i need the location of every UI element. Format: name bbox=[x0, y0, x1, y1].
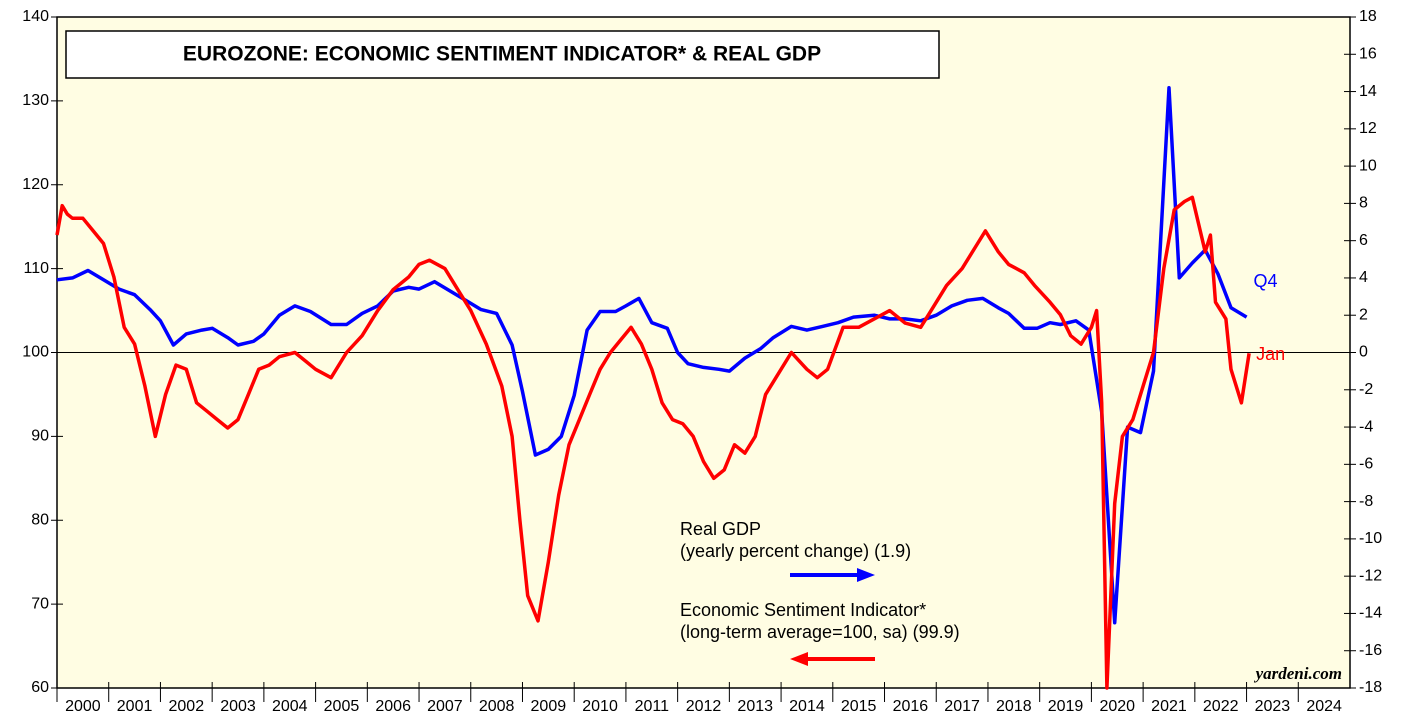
y2-tick-label: -2 bbox=[1359, 381, 1373, 398]
x-tick-label: 2024 bbox=[1306, 698, 1342, 715]
x-tick-label: 2015 bbox=[841, 698, 877, 715]
y2-tick-label: -14 bbox=[1359, 605, 1382, 622]
x-tick-label: 2007 bbox=[427, 698, 463, 715]
y-tick-label: 100 bbox=[22, 344, 49, 361]
legend-label: (long-term average=100, sa) (99.9) bbox=[680, 622, 960, 642]
y2-tick-label: 4 bbox=[1359, 269, 1368, 286]
title-box bbox=[65, 30, 940, 79]
y2-tick-label: -4 bbox=[1359, 418, 1373, 435]
y2-tick-label: -16 bbox=[1359, 642, 1382, 659]
x-tick-label: 2004 bbox=[272, 698, 308, 715]
x-tick-label: 2021 bbox=[1151, 698, 1187, 715]
y-tick-label: 110 bbox=[23, 260, 49, 277]
series-line bbox=[56, 86, 1248, 625]
y2-tick-label: -8 bbox=[1359, 493, 1373, 510]
y2-tick-label: 0 bbox=[1359, 344, 1368, 361]
y2-tick-label: 8 bbox=[1359, 195, 1368, 212]
y-tick-label: 70 bbox=[31, 595, 49, 612]
y2-tick-label: -10 bbox=[1359, 530, 1382, 547]
y2-tick-label: -6 bbox=[1359, 456, 1373, 473]
x-tick-label: 2005 bbox=[324, 698, 360, 715]
y-tick-label: 140 bbox=[22, 8, 49, 25]
y2-tick-label: -12 bbox=[1359, 567, 1382, 584]
y-tick-label: 130 bbox=[22, 92, 49, 109]
x-tick-label: 2002 bbox=[169, 698, 205, 715]
x-tick-label: 2020 bbox=[1099, 698, 1135, 715]
y-tick-label: 80 bbox=[31, 511, 49, 528]
chart-title: EUROZONE: ECONOMIC SENTIMENT INDICATOR* … bbox=[183, 43, 821, 66]
x-tick-label: 2017 bbox=[944, 698, 980, 715]
x-tick-label: 2014 bbox=[789, 698, 825, 715]
end-label: Q4 bbox=[1254, 271, 1278, 291]
x-tick-label: 2022 bbox=[1203, 698, 1239, 715]
x-tick-label: 2012 bbox=[686, 698, 722, 715]
y2-tick-label: 14 bbox=[1359, 83, 1377, 100]
x-tick-label: 2010 bbox=[582, 698, 618, 715]
y-tick-label: 120 bbox=[22, 176, 49, 193]
legend-name: Real GDP bbox=[680, 519, 761, 539]
y-tick-label: 90 bbox=[31, 428, 49, 445]
legend-arrowhead bbox=[857, 568, 875, 582]
x-tick-label: 2023 bbox=[1255, 698, 1291, 715]
y2-tick-label: 2 bbox=[1359, 306, 1368, 323]
x-tick-label: 2013 bbox=[737, 698, 773, 715]
y2-tick-label: 18 bbox=[1359, 8, 1377, 25]
x-tick-label: 2003 bbox=[220, 698, 256, 715]
legend-label: (yearly percent change) (1.9) bbox=[680, 541, 911, 561]
x-tick-label: 2000 bbox=[65, 698, 101, 715]
end-label: Jan bbox=[1256, 344, 1285, 364]
y2-tick-label: 16 bbox=[1359, 45, 1377, 62]
source: yardeni.com bbox=[1254, 664, 1342, 683]
y2-tick-label: 12 bbox=[1359, 120, 1377, 137]
y-tick-label: 60 bbox=[31, 679, 49, 696]
x-tick-label: 2001 bbox=[117, 698, 153, 715]
y2-tick-label: -18 bbox=[1359, 679, 1382, 696]
x-tick-label: 2011 bbox=[635, 698, 670, 715]
legend-name: Economic Sentiment Indicator* bbox=[680, 600, 926, 620]
x-tick-label: 2018 bbox=[996, 698, 1032, 715]
y2-tick-label: 6 bbox=[1359, 232, 1368, 249]
series-line bbox=[55, 195, 1251, 690]
x-tick-label: 2009 bbox=[531, 698, 567, 715]
x-tick-label: 2019 bbox=[1048, 698, 1084, 715]
y2-tick-label: 10 bbox=[1359, 157, 1377, 174]
x-tick-label: 2008 bbox=[479, 698, 515, 715]
x-tick-label: 2016 bbox=[893, 698, 929, 715]
legend-arrowhead bbox=[790, 652, 808, 666]
x-tick-label: 2006 bbox=[375, 698, 411, 715]
